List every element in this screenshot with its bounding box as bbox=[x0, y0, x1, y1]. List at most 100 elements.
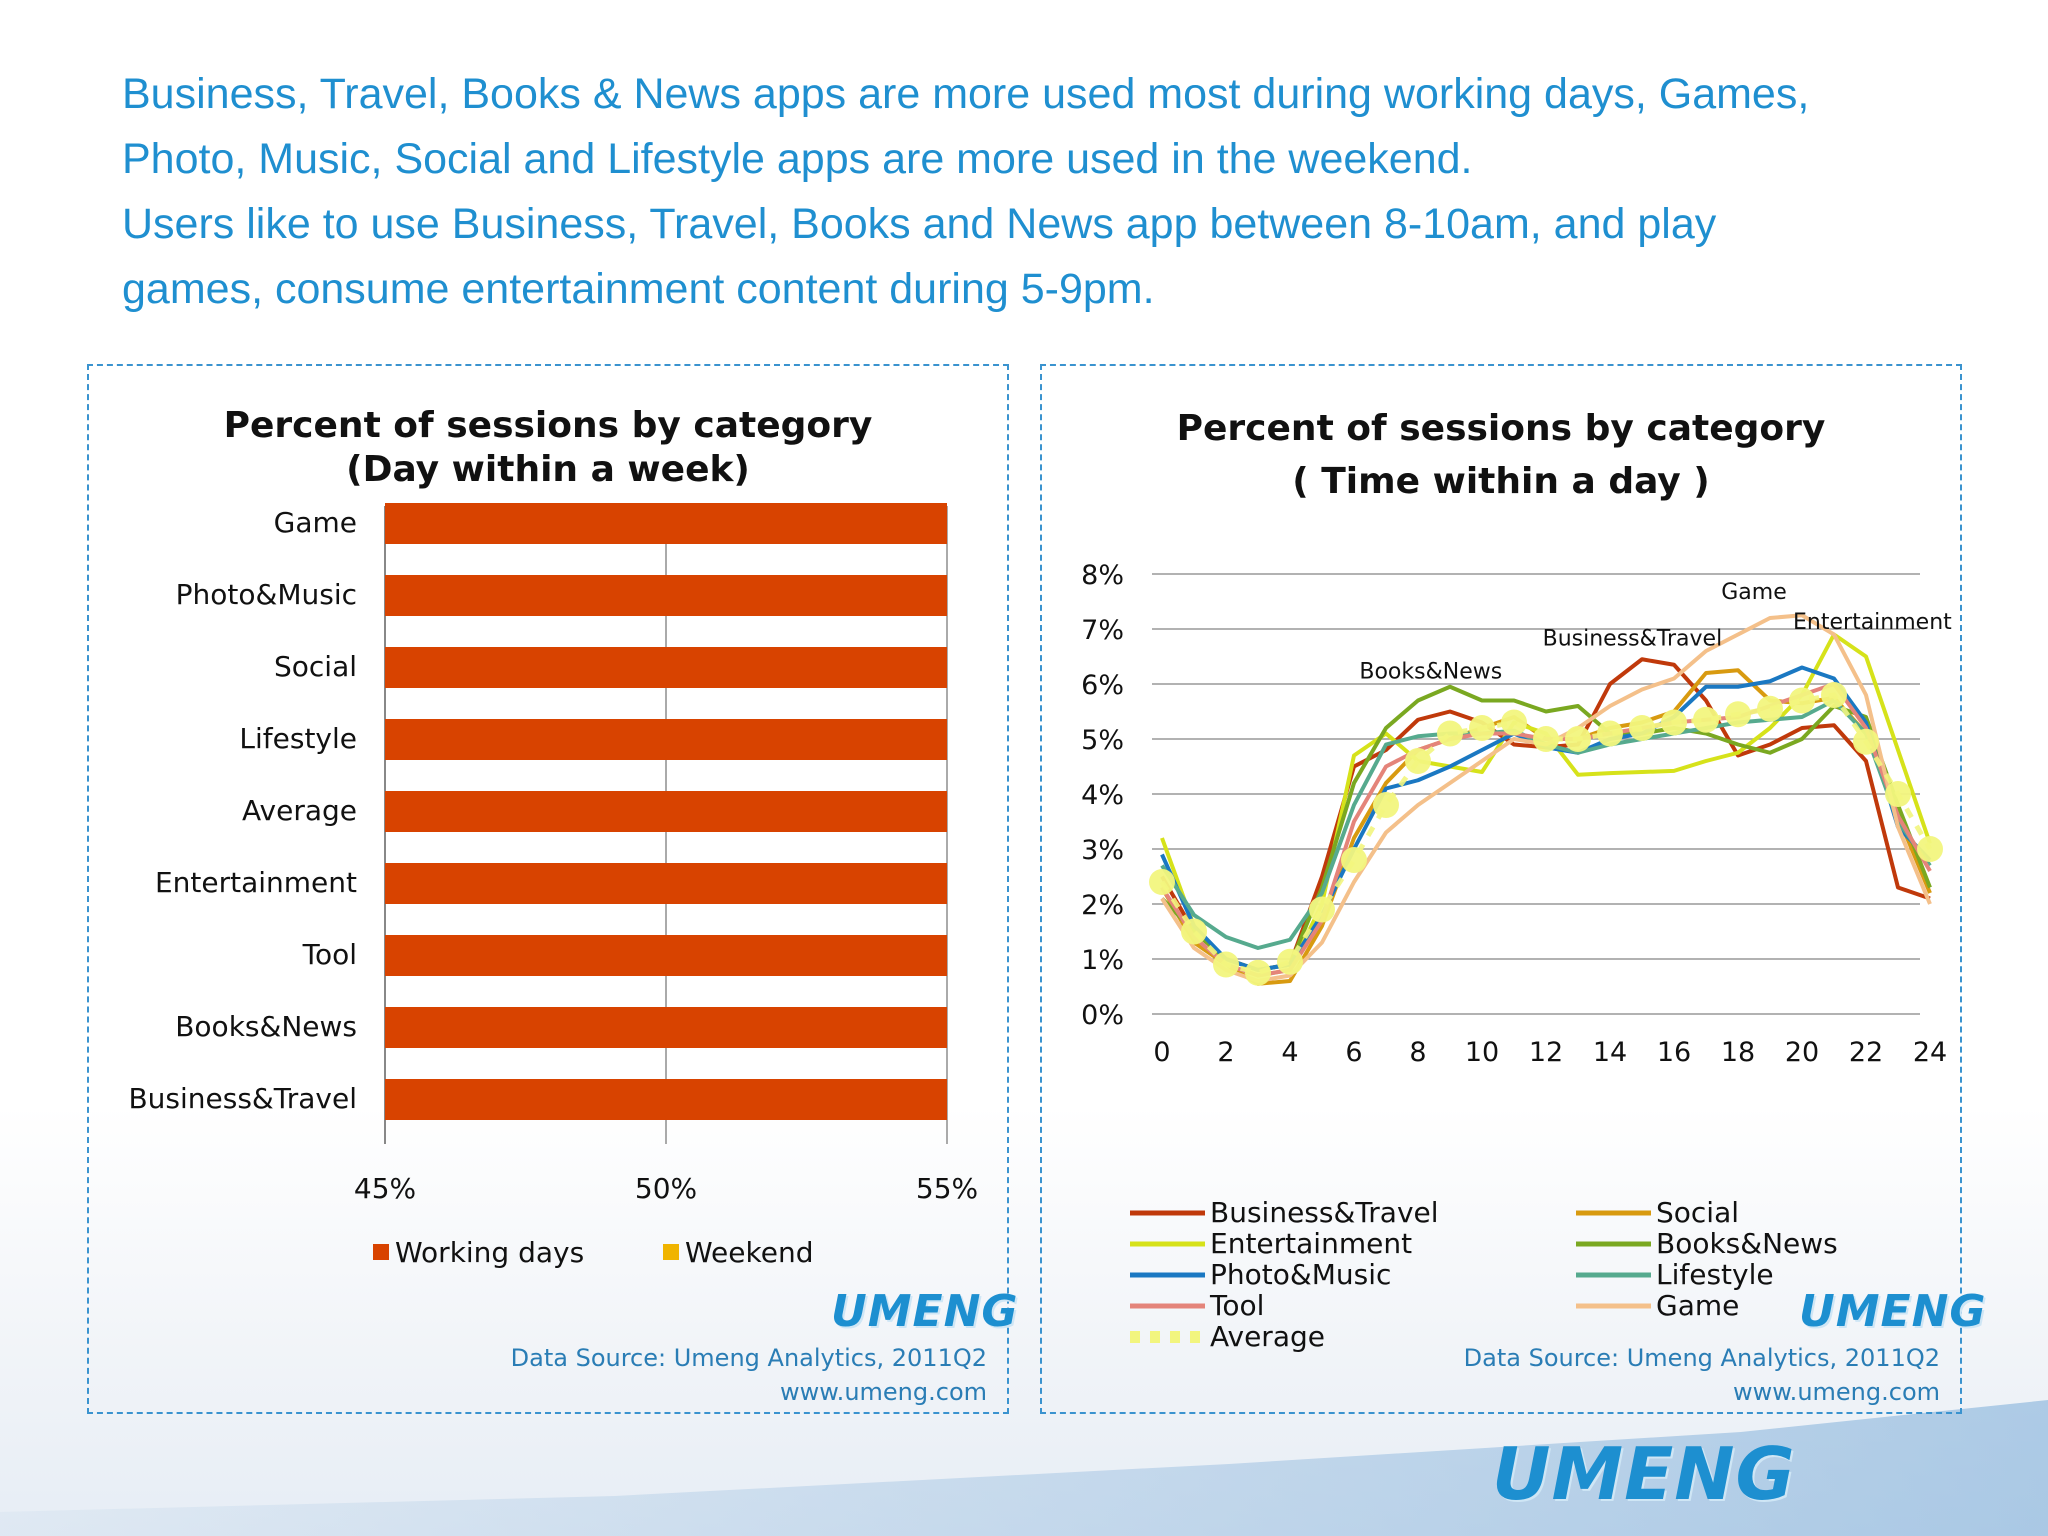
bar-working-days bbox=[385, 935, 947, 976]
average-point bbox=[1533, 726, 1559, 752]
category-label: Business&Travel bbox=[128, 1082, 357, 1115]
average-point bbox=[1149, 869, 1175, 895]
category-label: Entertainment bbox=[155, 866, 357, 899]
hourly-chart-panel: Percent of sessions by category ( Time w… bbox=[1040, 364, 1986, 1414]
umeng-logo: UMENG bbox=[1799, 1286, 1987, 1337]
average-point bbox=[1661, 709, 1687, 736]
average-point bbox=[1309, 896, 1335, 923]
y-tick-label: 8% bbox=[1081, 560, 1124, 591]
headline-line: games, consume entertainment content dur… bbox=[122, 265, 1155, 313]
average-point bbox=[1405, 748, 1431, 774]
weekday-chart-panel: Percent of sessions by category (Day wit… bbox=[87, 364, 1018, 1414]
y-tick-label: 3% bbox=[1081, 835, 1124, 866]
category-label: Social bbox=[274, 650, 357, 683]
x-tick-label: 0 bbox=[1153, 1037, 1170, 1068]
chart-title-line1: Percent of sessions by category bbox=[1176, 408, 1826, 449]
legend-label: Business&Travel bbox=[1210, 1196, 1439, 1229]
average-point bbox=[1501, 709, 1527, 736]
x-tick-label: 4 bbox=[1281, 1037, 1298, 1068]
average-point bbox=[1213, 951, 1239, 978]
y-tick-label: 0% bbox=[1081, 1000, 1124, 1031]
x-tick-label: 24 bbox=[1913, 1037, 1947, 1068]
average-point bbox=[1917, 836, 1943, 862]
average-point bbox=[1725, 701, 1751, 728]
average-point bbox=[1245, 959, 1271, 986]
bar-working-days bbox=[385, 647, 947, 688]
category-label: Game bbox=[274, 506, 357, 539]
x-tick-label: 8 bbox=[1409, 1037, 1426, 1068]
average-point bbox=[1885, 781, 1911, 807]
x-tick-label: 14 bbox=[1593, 1037, 1627, 1068]
legend-label: Working days bbox=[395, 1236, 584, 1269]
y-tick-label: 5% bbox=[1081, 725, 1124, 756]
average-point bbox=[1181, 918, 1207, 945]
category-label: Photo&Music bbox=[176, 578, 357, 611]
x-tick-label: 50% bbox=[635, 1172, 697, 1205]
legend-swatch bbox=[663, 1244, 679, 1260]
umeng-logo: UMENG bbox=[831, 1286, 1019, 1337]
x-tick-label: 20 bbox=[1785, 1037, 1819, 1068]
x-tick-label: 6 bbox=[1345, 1037, 1362, 1068]
bar-working-days bbox=[385, 1079, 947, 1120]
legend-label: Photo&Music bbox=[1210, 1258, 1391, 1291]
x-tick-label: 12 bbox=[1529, 1037, 1563, 1068]
legend-label: Lifestyle bbox=[1656, 1258, 1774, 1291]
bar-working-days bbox=[385, 1007, 947, 1048]
line-chart: 0%1%2%3%4%5%6%7%8%0 2 4 6 8 10 12 14 16 18 20 22 24G… bbox=[1081, 560, 1952, 1353]
stacked-bar-chart: 45% 50% 55% Game Photo&Music Social Lifestyle A… bbox=[128, 503, 978, 1269]
headline: Business, Travel, Books & News apps are … bbox=[122, 62, 1982, 322]
headline-line: Users like to use Business, Travel, Book… bbox=[122, 200, 1717, 248]
legend-swatch bbox=[373, 1244, 389, 1260]
average-point bbox=[1469, 715, 1495, 741]
x-tick-label: 22 bbox=[1849, 1037, 1883, 1068]
category-label: Lifestyle bbox=[239, 722, 357, 755]
average-point bbox=[1565, 726, 1591, 752]
average-point bbox=[1789, 687, 1815, 714]
series-line-business-travel bbox=[1160, 657, 1931, 972]
data-source-text: Data Source: Umeng Analytics, 2011Q2 bbox=[1463, 1344, 1940, 1372]
chart-title-line2: ( Time within a day ) bbox=[1292, 461, 1710, 502]
legend-label: Weekend bbox=[685, 1236, 813, 1269]
bar-working-days bbox=[385, 791, 947, 832]
average-point bbox=[1629, 715, 1655, 741]
source-url: www.umeng.com bbox=[780, 1378, 987, 1406]
legend-label: Social bbox=[1656, 1196, 1739, 1229]
category-label: Average bbox=[242, 794, 357, 827]
bar-working-days bbox=[385, 719, 947, 760]
legend-label: Tool bbox=[1209, 1289, 1264, 1322]
legend-label: Average bbox=[1210, 1320, 1325, 1353]
average-point bbox=[1853, 728, 1879, 755]
bar-working-days bbox=[385, 503, 947, 544]
x-tick-label: 16 bbox=[1657, 1037, 1691, 1068]
category-label: Books&News bbox=[175, 1010, 357, 1043]
chart-annotation: Business&Travel bbox=[1543, 627, 1723, 652]
average-point bbox=[1693, 706, 1719, 733]
category-label: Tool bbox=[302, 938, 357, 971]
average-point bbox=[1277, 948, 1303, 975]
y-tick-label: 7% bbox=[1081, 615, 1124, 646]
x-tick-label: 55% bbox=[916, 1172, 978, 1205]
x-tick-label: 18 bbox=[1721, 1037, 1755, 1068]
series-line-entertainment bbox=[1160, 632, 1932, 978]
y-tick-label: 4% bbox=[1081, 780, 1124, 811]
legend-label: Books&News bbox=[1656, 1227, 1838, 1260]
chart-annotation: Books&News bbox=[1359, 660, 1502, 685]
chart-annotation: Entertainment bbox=[1793, 610, 1952, 635]
average-point bbox=[1757, 695, 1783, 722]
y-tick-label: 1% bbox=[1081, 945, 1124, 976]
chart-title-line1: Percent of sessions by category bbox=[223, 405, 873, 446]
x-tick-label: 2 bbox=[1217, 1037, 1234, 1068]
bar-working-days bbox=[385, 575, 947, 616]
bar-working-days bbox=[385, 863, 947, 904]
headline-line: Business, Travel, Books & News apps are … bbox=[122, 70, 1810, 118]
legend-label: Entertainment bbox=[1210, 1227, 1412, 1260]
average-point bbox=[1821, 682, 1847, 708]
data-source-text: Data Source: Umeng Analytics, 2011Q2 bbox=[510, 1344, 987, 1372]
source-url: www.umeng.com bbox=[1733, 1378, 1940, 1406]
chart-annotation: Game bbox=[1721, 580, 1787, 605]
average-point bbox=[1597, 720, 1623, 747]
average-point bbox=[1341, 847, 1367, 873]
chart-title-line2: (Day within a week) bbox=[346, 449, 750, 490]
legend-label: Game bbox=[1656, 1289, 1739, 1322]
y-tick-label: 2% bbox=[1081, 890, 1124, 921]
